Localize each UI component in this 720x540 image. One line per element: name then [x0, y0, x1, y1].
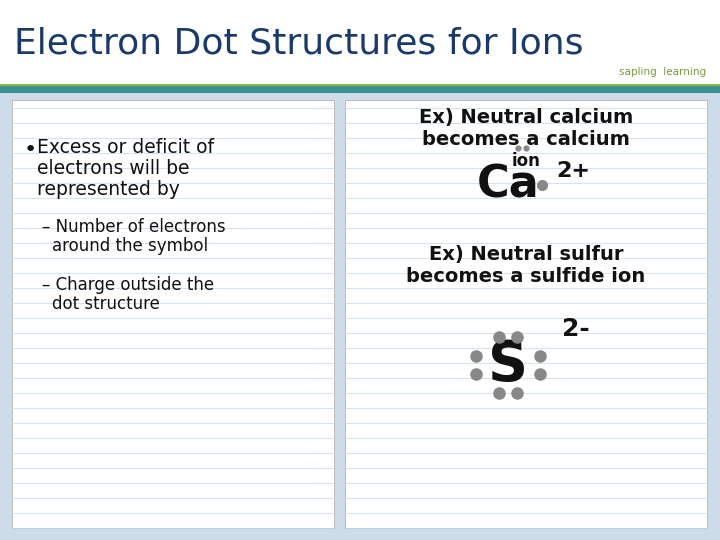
Text: around the symbol: around the symbol: [52, 237, 208, 255]
Text: electrons will be: electrons will be: [37, 159, 189, 178]
FancyBboxPatch shape: [0, 0, 720, 85]
Text: becomes a sulfide ion: becomes a sulfide ion: [406, 267, 646, 286]
Text: Electron Dot Structures for Ions: Electron Dot Structures for Ions: [14, 26, 583, 60]
Text: Ex) Neutral calcium: Ex) Neutral calcium: [419, 108, 633, 127]
Text: Ca: Ca: [477, 164, 539, 206]
Text: sapling  learning: sapling learning: [619, 67, 706, 77]
Text: dot structure: dot structure: [52, 295, 160, 313]
Text: becomes a calcium: becomes a calcium: [422, 130, 630, 149]
FancyBboxPatch shape: [12, 100, 334, 528]
FancyBboxPatch shape: [345, 100, 707, 528]
Text: 2-: 2-: [562, 317, 590, 341]
Text: ion: ion: [512, 152, 541, 170]
Text: represented by: represented by: [37, 180, 180, 199]
Text: S: S: [488, 338, 528, 392]
Text: 2+: 2+: [556, 161, 590, 181]
FancyBboxPatch shape: [0, 85, 720, 93]
Text: Excess or deficit of: Excess or deficit of: [37, 138, 214, 157]
Text: – Charge outside the: – Charge outside the: [42, 276, 214, 294]
Text: •: •: [24, 140, 37, 160]
FancyBboxPatch shape: [0, 93, 720, 540]
Text: Ex) Neutral sulfur: Ex) Neutral sulfur: [428, 245, 624, 264]
Text: – Number of electrons: – Number of electrons: [42, 218, 225, 236]
